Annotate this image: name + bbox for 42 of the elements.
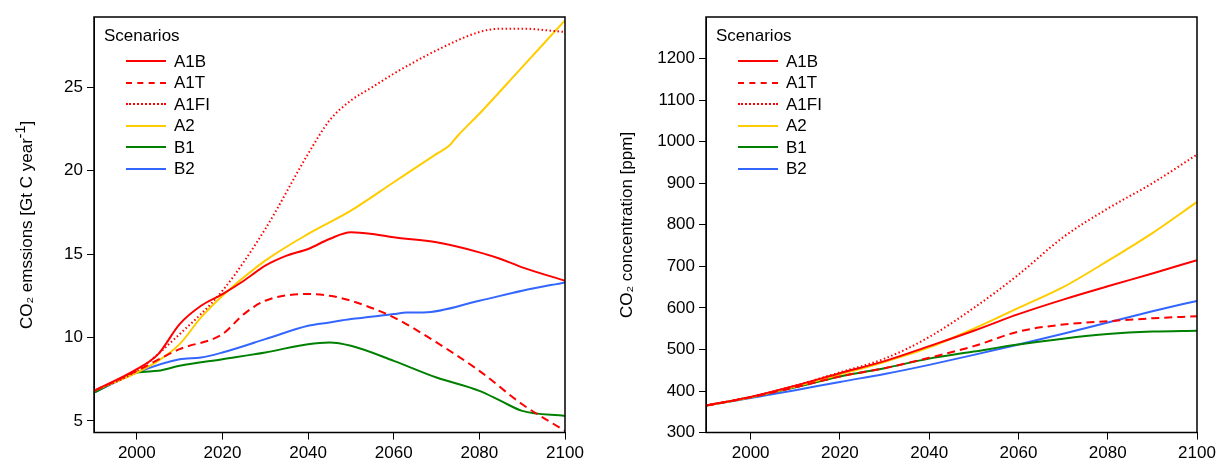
legend-label: B1 <box>174 136 195 158</box>
x-tick-label: 2000 <box>117 443 156 463</box>
x-tick-label: 2020 <box>203 443 242 463</box>
x-tick-label: 2060 <box>374 443 413 463</box>
x-tick-label: 2100 <box>1178 443 1216 463</box>
legend-label: A1B <box>786 50 819 72</box>
x-tick-label: 2020 <box>820 443 859 463</box>
legend-title: Scenarios <box>104 25 181 47</box>
y-tick-label: 20 <box>64 160 83 180</box>
legend-label: B1 <box>786 136 807 158</box>
x-tick-label: 2080 <box>460 443 499 463</box>
x-tick-label: 2040 <box>910 443 949 463</box>
legend-label: B2 <box>174 158 195 180</box>
x-tick-label: 2060 <box>999 443 1038 463</box>
legend-label: A2 <box>174 115 195 137</box>
y-tick-label: 10 <box>64 327 83 347</box>
legend-label: A1T <box>174 72 206 94</box>
y-tick-label: 900 <box>666 172 695 192</box>
y-tick-label: 700 <box>666 256 695 276</box>
y-axis-title: CO₂ concentration [ppm] <box>617 131 637 318</box>
y-tick-label: 25 <box>64 76 83 96</box>
legend-title: Scenarios <box>716 25 793 47</box>
y-tick-label: 400 <box>666 380 695 400</box>
x-tick-label: 2000 <box>731 443 770 463</box>
y-tick-label: 5 <box>73 410 83 430</box>
y-tick-label: 500 <box>666 339 695 359</box>
y-tick-label: 1100 <box>658 89 695 109</box>
legend-label: A1FI <box>786 93 822 115</box>
y-tick-label: 600 <box>666 297 695 317</box>
y-tick-label: 1000 <box>657 131 695 151</box>
legend-label: A1FI <box>174 93 210 115</box>
y-tick-label: 800 <box>666 214 695 234</box>
legend-label: A1T <box>786 72 818 94</box>
y-tick-label: 15 <box>64 243 83 263</box>
y-tick-label: 1200 <box>657 48 695 68</box>
y-tick-label: 300 <box>666 422 695 442</box>
x-tick-label: 2040 <box>289 443 327 463</box>
legend-label: B2 <box>786 158 807 180</box>
legend-label: A1B <box>174 50 207 72</box>
x-tick-label: 2100 <box>546 443 584 463</box>
x-tick-label: 2080 <box>1088 443 1127 463</box>
legend-label: A2 <box>786 115 807 137</box>
